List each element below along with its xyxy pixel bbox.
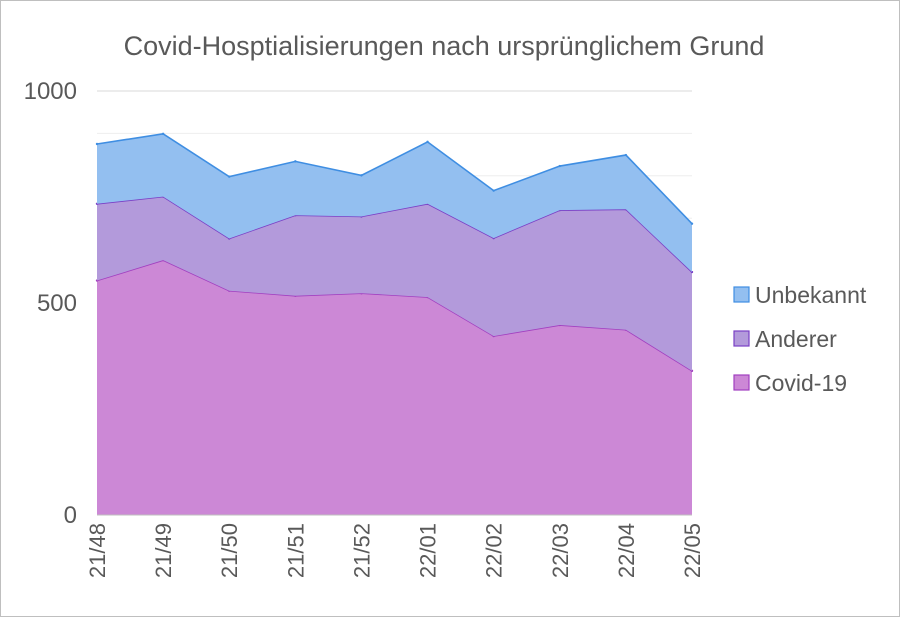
legend-label-anderer: Anderer (755, 326, 837, 352)
x-tick-label: 21/51 (283, 523, 308, 578)
y-tick-label: 500 (37, 290, 77, 317)
legend-label-covid-19: Covid-19 (755, 370, 847, 396)
point-unbekannt (690, 222, 694, 225)
point-unbekannt (360, 174, 363, 177)
area-covid-19 (97, 260, 692, 515)
y-tick-label: 0 (64, 502, 77, 529)
x-tick-label: 22/02 (482, 523, 507, 578)
point-unbekannt (161, 132, 165, 136)
x-tick-label: 22/01 (416, 523, 441, 578)
point-unbekannt (228, 175, 231, 178)
x-tick-label: 22/05 (680, 523, 705, 578)
x-tick-label: 21/49 (151, 523, 176, 578)
x-tick-label: 21/48 (85, 523, 110, 578)
legend-swatch-covid-19 (733, 374, 750, 391)
point-unbekannt (95, 142, 99, 146)
y-axis: 0 500 1000 (24, 78, 77, 529)
line-unbekannt (96, 132, 693, 225)
x-tick-label: 22/04 (614, 523, 639, 578)
legend-label-unbekannt: Unbekannt (755, 282, 867, 308)
legend-swatch-anderer (733, 330, 750, 347)
area-unbekannt (97, 133, 692, 273)
chart-title: Covid-Hosptialisierungen nach ursprüngli… (124, 31, 765, 61)
point-unbekannt (558, 164, 561, 168)
legend-swatch-unbekannt (733, 286, 750, 303)
x-tick-label: 21/52 (349, 523, 374, 578)
point-unbekannt (426, 140, 429, 144)
area-anderer (97, 196, 692, 371)
legend: Unbekannt Anderer Covid-19 (733, 282, 867, 396)
y-tick-label: 1000 (24, 78, 77, 105)
x-axis: 21/48 21/49 21/50 21/51 21/52 22/01 22/02 22/03… (85, 514, 705, 578)
x-tick-label: 22/03 (548, 523, 573, 578)
point-unbekannt (624, 153, 628, 157)
point-unbekannt (492, 189, 495, 192)
point-unbekannt (294, 160, 297, 163)
x-tick-label: 21/50 (217, 523, 242, 578)
area-series (95, 132, 694, 515)
